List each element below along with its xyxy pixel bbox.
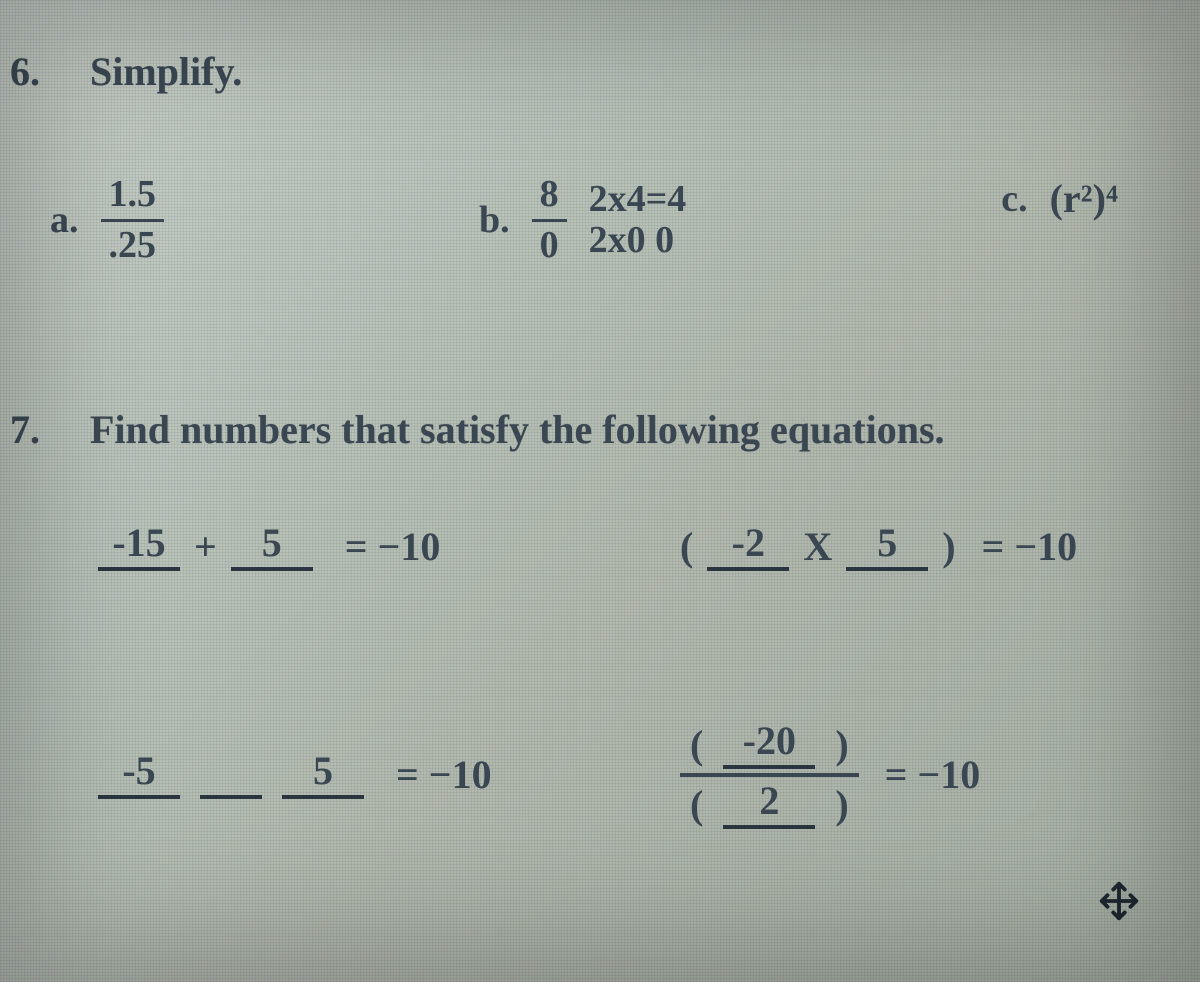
q7-eq1-rhs: = −10: [345, 523, 441, 570]
q7-eq1-op: +: [194, 523, 217, 570]
question-7-header: 7. Find numbers that satisfy the followi…: [10, 406, 1158, 453]
question-6-title: Simplify.: [90, 48, 242, 95]
q6-a-denominator: .25: [101, 226, 165, 266]
q7-eq4: ( -20 ) ( 2 ) = −10: [680, 721, 1088, 829]
q7-eq4-top-rparen: ): [835, 724, 848, 766]
q6-a-numerator: 1.5: [101, 175, 165, 215]
q7-eq4-bot-a: 2: [723, 781, 815, 829]
q6-b-label: b.: [479, 198, 510, 242]
q7-eq2-a: -2: [707, 523, 789, 571]
q6-b-side-bot: 0: [532, 226, 567, 266]
question-7-title: Find numbers that satisfy the following …: [90, 406, 945, 453]
q7-eq4-rhs: = −10: [885, 751, 981, 798]
question-7-number: 7.: [10, 406, 62, 453]
q7-eq4-top-lparen: (: [690, 724, 703, 766]
q6-b-expr-top: 2x4=4: [589, 179, 687, 221]
q7-eq3: -5 5 = −10: [92, 721, 500, 829]
q7-eq4-bot-lparen: (: [690, 784, 703, 826]
q7-eq3-a: -5: [98, 751, 180, 799]
question-7-equations: -15 + 5 = −10 ( -2 X 5 ) = −10 -5 5 = −1…: [2, 523, 1158, 829]
q7-eq4-bot-rparen: ): [835, 784, 848, 826]
q7-eq4-top: ( -20 ): [680, 721, 859, 769]
q7-eq3-rhs: = −10: [396, 751, 492, 798]
q6-part-c: c. (r²)⁴: [1001, 175, 1118, 222]
q7-eq2-rparen: ): [942, 523, 955, 570]
question-6-number: 6.: [10, 48, 62, 95]
q6-part-b: b. 8 0 2x4=4 2x0 0: [479, 175, 686, 266]
question-6-header: 6. Simplify.: [10, 48, 1158, 95]
fraction-bar: [532, 219, 567, 222]
q6-c-label: c.: [1001, 177, 1027, 221]
move-cursor-icon: [1096, 878, 1142, 924]
question-7: 7. Find numbers that satisfy the followi…: [2, 406, 1158, 829]
q7-eq1: -15 + 5 = −10: [92, 523, 500, 571]
q6-b-side-fraction: 8 0: [532, 175, 567, 266]
q6-c-expression: (r²)⁴: [1050, 175, 1118, 222]
q7-eq2-mul: X: [803, 523, 832, 570]
q7-eq1-b: 5: [231, 523, 313, 571]
question-6-parts: a. 1.5 .25 b. 8 0 2x4=4 2x0 0: [2, 175, 1158, 266]
q6-b-side-top: 8: [532, 175, 567, 215]
question-6: 6. Simplify. a. 1.5 .25 b. 8 0: [2, 48, 1158, 266]
q7-eq4-bot: ( 2 ): [680, 781, 859, 829]
fraction-bar: [680, 773, 859, 777]
q7-eq2: ( -2 X 5 ) = −10: [680, 523, 1088, 571]
q6-b-expression: 2x4=4 2x0 0: [589, 179, 687, 263]
q6-a-fraction: 1.5 .25: [101, 175, 165, 266]
fraction-bar: [101, 219, 165, 222]
q7-eq3-b: 5: [282, 751, 364, 799]
q6-b-expr-bot: 2x0 0: [589, 220, 687, 262]
q7-eq2-b: 5: [846, 523, 928, 571]
worksheet-page: 6. Simplify. a. 1.5 .25 b. 8 0: [0, 0, 1200, 982]
q7-eq4-fraction: ( -20 ) ( 2 ): [680, 721, 859, 829]
q6-part-a: a. 1.5 .25: [50, 175, 164, 266]
q7-eq3-op-blank: [200, 751, 262, 799]
q6-a-label: a.: [50, 198, 79, 242]
q7-eq2-lparen: (: [680, 523, 693, 570]
q7-eq4-top-a: -20: [723, 721, 815, 769]
q7-eq1-a: -15: [98, 523, 180, 571]
q7-eq2-rhs: = −10: [982, 523, 1078, 570]
